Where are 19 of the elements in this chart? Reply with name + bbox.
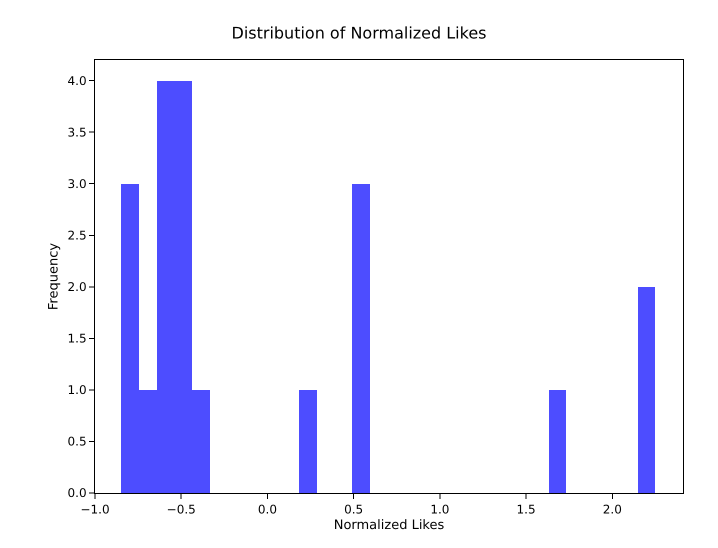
y-tick-label: 1.5: [68, 332, 87, 346]
x-tick-label: 0.5: [344, 502, 364, 516]
y-tick-label: 2.0: [68, 280, 87, 294]
chart-title: Distribution of Normalized Likes: [232, 24, 486, 43]
y-tick-label: 3.0: [68, 176, 87, 191]
y-tick-label: 0.5: [68, 434, 87, 449]
x-tick-label: 0.0: [258, 502, 277, 516]
x-tick-label: 2.0: [602, 502, 622, 516]
x-tick-label: 1.0: [430, 502, 450, 516]
x-tick-label: −1.0: [80, 502, 110, 516]
x-tick-label: −0.5: [166, 502, 196, 516]
y-tick-label: 2.5: [68, 228, 87, 242]
y-tick-label: 0.0: [68, 486, 87, 500]
y-tick-label: 4.0: [68, 74, 87, 88]
y-axis-title: Frequency: [46, 242, 62, 310]
x-axis-title: Normalized Likes: [334, 518, 444, 533]
x-tick-label: 1.5: [516, 502, 536, 516]
y-tick-label: 3.5: [68, 125, 87, 140]
y-tick-label: 1.0: [68, 383, 87, 398]
